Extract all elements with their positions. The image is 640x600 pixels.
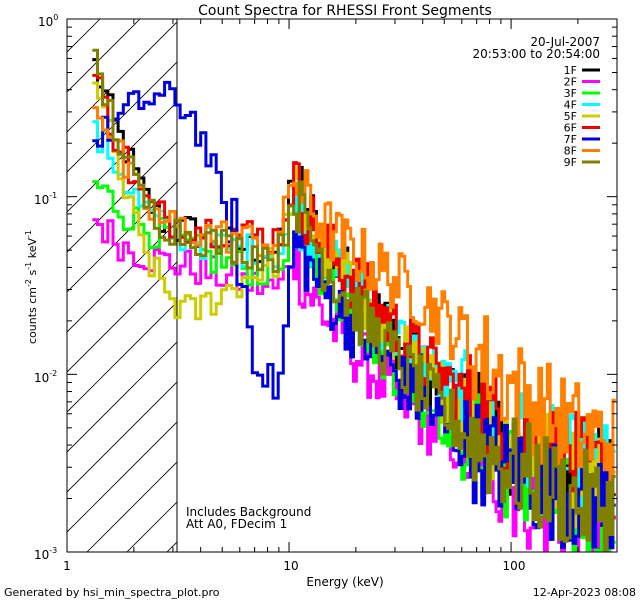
y-tick-label-2: 10-2 xyxy=(34,369,57,385)
hatch-line xyxy=(0,0,147,552)
hatch-line xyxy=(67,421,177,533)
annotation-background: Includes Background xyxy=(186,505,311,519)
hatch-line xyxy=(67,181,177,293)
legend-label-6F: 6F xyxy=(564,122,577,135)
hatch-line xyxy=(67,341,177,453)
y-tick-label-0: 100 xyxy=(38,13,58,29)
hatch-line xyxy=(0,0,107,552)
hatched-region xyxy=(0,0,177,552)
x-axis-label: Energy (keV) xyxy=(306,575,383,589)
axis-ticks xyxy=(66,18,618,553)
time-range-label: 20:53:00 to 20:54:00 xyxy=(473,47,600,61)
legend-label-3F: 3F xyxy=(564,87,577,100)
y-tick-label-3: 10-3 xyxy=(34,546,57,562)
legend-label-9F: 9F xyxy=(564,156,577,169)
annotation-attenuator: Att A0, FDecim 1 xyxy=(186,517,287,531)
x-tick-label-1: 10 xyxy=(283,559,298,573)
legend-label-8F: 8F xyxy=(564,145,577,158)
hatch-line xyxy=(67,19,141,93)
plot-frame xyxy=(66,18,618,553)
series-group xyxy=(92,48,616,552)
legend-label-2F: 2F xyxy=(564,76,577,89)
hatch-line xyxy=(67,381,177,493)
x-tick-label-2: 100 xyxy=(503,559,526,573)
hatch-line xyxy=(67,21,177,133)
footer-timestamp: 12-Apr-2023 08:08 xyxy=(533,586,636,599)
series-line-9F xyxy=(92,48,616,552)
legend-label-7F: 7F xyxy=(564,133,577,146)
footer-generated-by: Generated by hsi_min_spectra_plot.pro xyxy=(4,586,220,599)
legend-label-4F: 4F xyxy=(564,99,577,112)
legend-label-1F: 1F xyxy=(564,64,577,77)
chart-title: Count Spectra for RHESSI Front Segments xyxy=(198,3,492,19)
hatch-line xyxy=(67,19,101,53)
y-tick-label-1: 10-1 xyxy=(34,191,57,207)
legend-label-5F: 5F xyxy=(564,110,577,123)
x-tick-label-0: 1 xyxy=(63,559,71,573)
date-label: 20-Jul-2007 xyxy=(530,35,600,49)
hatch-line xyxy=(67,141,177,253)
y-axis-label: counts cm-2 s-1 keV-1 xyxy=(24,230,39,344)
hatch-line xyxy=(67,221,177,333)
hatch-line xyxy=(0,0,27,552)
